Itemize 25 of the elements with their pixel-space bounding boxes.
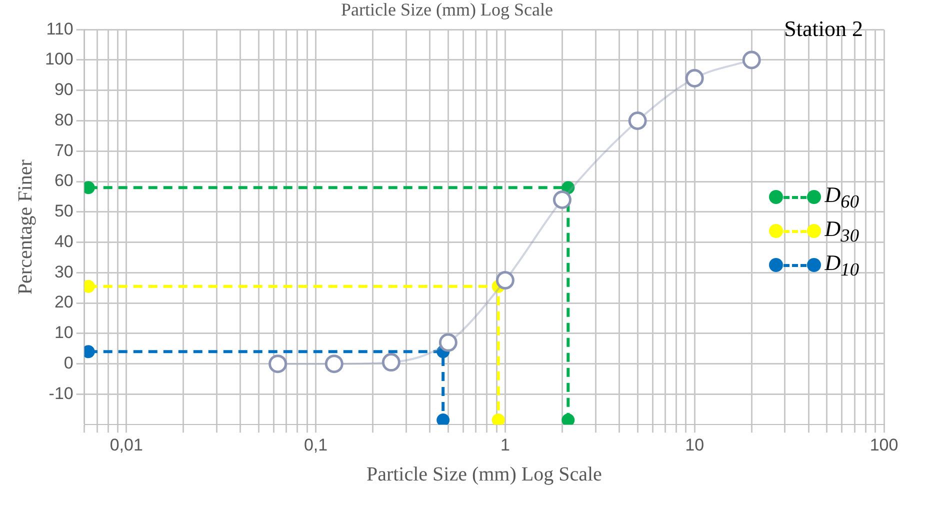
y-tick-label: 0 <box>64 354 74 373</box>
x-tick-label: 10 <box>685 435 704 454</box>
y-tick-label: 30 <box>54 262 74 282</box>
y-tick-label: 90 <box>54 80 74 100</box>
annotation: Station 2 <box>784 16 863 42</box>
x-tick-label: 0,1 <box>304 435 328 454</box>
y-tick-label: 60 <box>54 171 74 190</box>
x-tick-label: 1 <box>500 435 510 454</box>
y-tick-label: -10 <box>48 384 74 403</box>
y-tick-label: 50 <box>54 202 74 221</box>
y-axis-title: Percentage Finer <box>14 159 36 295</box>
legend-label: D$_{30}$ <box>824 216 859 246</box>
y-tick-label: 70 <box>54 140 74 160</box>
x-tick-label: 100 <box>870 435 898 454</box>
y-tick-label: 20 <box>54 292 74 312</box>
legend-label: D$_{10}$ <box>824 250 859 280</box>
y-tick-label: 110 <box>46 19 74 38</box>
y-tick-label: 40 <box>54 232 74 251</box>
x-axis-title: Particle Size (mm) Log Scale <box>366 463 602 486</box>
y-tick-label: 100 <box>44 50 74 69</box>
legend-label: D$_{60}$ <box>824 182 859 212</box>
y-tick-label: 80 <box>54 110 74 130</box>
x-tick-label: 0,01 <box>110 435 143 454</box>
chart-title: Particle Size (mm) Log Scale <box>341 0 553 20</box>
y-tick-label: 10 <box>54 323 74 342</box>
